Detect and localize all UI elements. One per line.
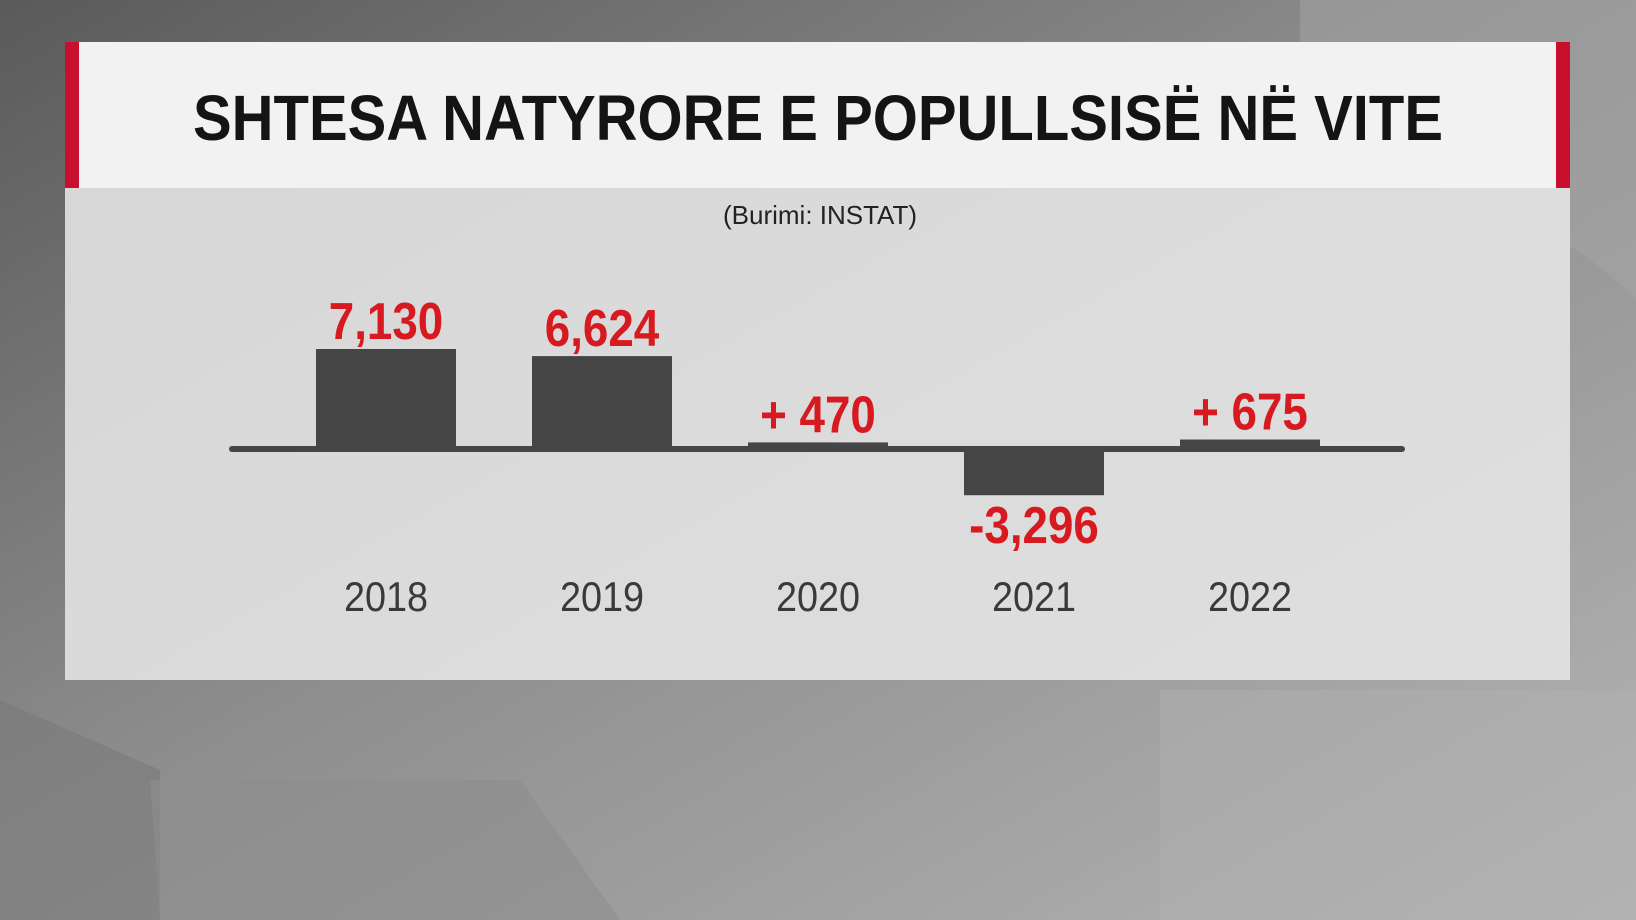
bar [316,349,456,449]
chart-subtitle: (Burimi: INSTAT) [723,200,917,230]
bar [964,449,1104,496]
x-tick-label: 2022 [1208,574,1292,620]
header [65,42,1570,188]
x-tick-label: 2019 [560,574,644,620]
bar [1180,439,1320,449]
header-accent [1556,42,1570,188]
value-label: + 470 [760,387,876,444]
decor [0,700,160,920]
value-label: 7,130 [329,293,443,350]
bar [748,442,888,449]
x-tick-label: 2021 [992,574,1076,620]
decor [150,780,620,920]
bar [532,356,672,449]
chart-title: SHTESA NATYRORE E POPULLSISË NË VITE [193,82,1443,154]
decor [1160,690,1636,920]
value-label: 6,624 [545,300,659,357]
x-tick-label: 2018 [344,574,428,620]
x-tick-label: 2020 [776,574,860,620]
value-label: + 675 [1192,384,1308,441]
header-accent [65,42,79,188]
value-label: -3,296 [969,498,1099,555]
